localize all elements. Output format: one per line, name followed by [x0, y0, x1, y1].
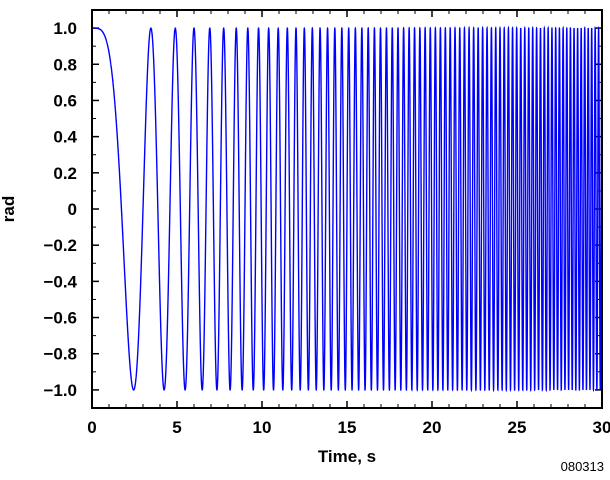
y-tick-label: 0 [68, 200, 77, 219]
y-tick-label: 0.2 [53, 164, 77, 183]
tick-labels: 0 5 10 15 20 25 30 1.0 0.8 0.6 0.4 0.2 0 −0.2 −0.4 −0.6… [43, 19, 610, 437]
x-tick-label: 25 [508, 418, 527, 437]
y-tick-label: −1.0 [43, 381, 77, 400]
x-axis-label: Time, s [318, 447, 376, 466]
plot-area [92, 25, 602, 393]
y-tick-label: 1.0 [53, 19, 77, 38]
y-tick-label: −0.6 [43, 309, 77, 328]
y-tick-label: −0.4 [43, 272, 77, 291]
series-line [92, 25, 602, 393]
plot-frame [91, 9, 603, 409]
y-tick-label: 0.6 [53, 91, 77, 110]
x-tick-label: 10 [253, 418, 272, 437]
x-tick-label: 5 [172, 418, 181, 437]
y-tick-label: −0.8 [43, 345, 77, 364]
x-tick-label: 0 [87, 418, 96, 437]
y-axis-label: rad [0, 196, 18, 222]
x-tick-label: 15 [338, 418, 357, 437]
y-tick-label: −0.2 [43, 236, 77, 255]
figure-id: 080313 [561, 459, 604, 474]
y-tick-label: 0.4 [53, 128, 77, 147]
y-tick-label: 0.8 [53, 55, 77, 74]
x-tick-label: 30 [593, 418, 610, 437]
x-tick-label: 20 [423, 418, 442, 437]
